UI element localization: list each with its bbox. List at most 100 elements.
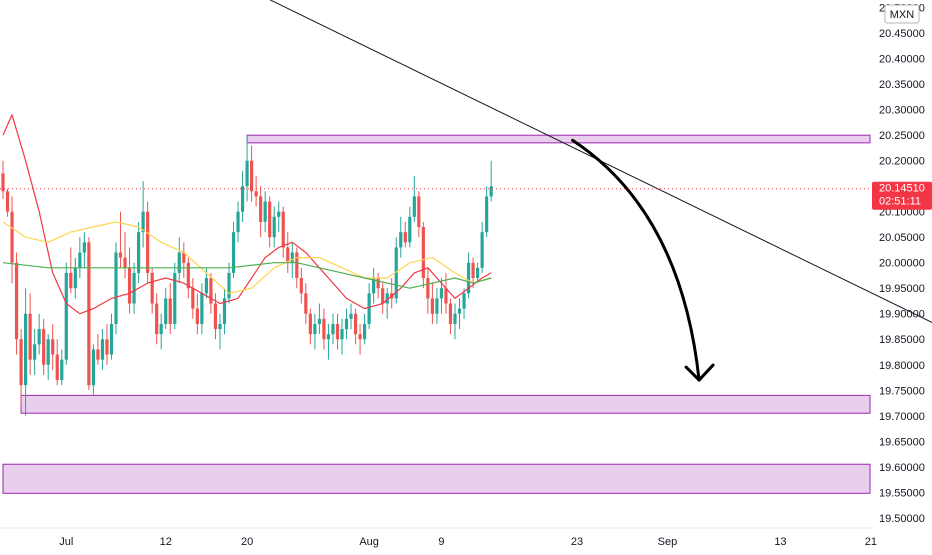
candle <box>340 318 344 355</box>
candle-body <box>82 242 86 253</box>
zone-rectangle[interactable] <box>2 463 871 494</box>
zone-rectangle[interactable] <box>20 394 871 414</box>
candle <box>331 313 335 345</box>
price-tick-label: 19.70000 <box>879 411 925 423</box>
candle <box>127 247 132 314</box>
candle-body <box>290 252 294 263</box>
candle-body <box>213 303 218 330</box>
candle <box>317 303 321 335</box>
candle-body <box>358 334 362 340</box>
price-tick-label: 19.80000 <box>879 360 925 372</box>
candle <box>118 211 123 268</box>
candle-body <box>105 339 109 355</box>
candle <box>222 288 227 335</box>
candle-body <box>485 196 489 233</box>
candle <box>186 257 190 299</box>
candle-body <box>363 323 367 340</box>
candle-body <box>448 303 453 324</box>
candle-body <box>476 267 480 279</box>
candle-body <box>42 329 46 365</box>
candle <box>448 298 453 335</box>
candle <box>485 186 489 238</box>
price-tick-label: 19.95000 <box>879 283 925 295</box>
candle <box>236 201 240 243</box>
candle <box>286 232 290 273</box>
candle <box>426 267 430 314</box>
currency-badge[interactable]: MXN <box>884 4 920 24</box>
price-tick-label: 20.10000 <box>879 207 925 219</box>
candle <box>191 278 195 319</box>
candle-body <box>277 211 281 217</box>
candle <box>10 196 14 284</box>
price-tick-label: 19.75000 <box>879 385 925 397</box>
candle <box>476 262 480 284</box>
candle <box>263 191 267 233</box>
candle <box>363 313 367 345</box>
candle-body <box>453 313 457 324</box>
candle <box>82 232 86 268</box>
candle-body <box>168 298 172 324</box>
candle-body <box>299 278 303 294</box>
candle-body <box>466 262 471 294</box>
candle <box>132 262 136 314</box>
candle <box>96 334 100 365</box>
candle-body <box>394 247 398 299</box>
candle-body <box>28 313 32 360</box>
last-price-label: 20.14510 <box>879 183 925 195</box>
candle <box>489 160 493 202</box>
candle <box>344 308 349 340</box>
candle-body <box>268 201 272 238</box>
candle-body <box>191 288 195 309</box>
candle-body <box>51 339 55 355</box>
candle-body <box>286 247 290 263</box>
candle <box>453 303 457 340</box>
candle-body <box>118 252 123 258</box>
candle-body <box>33 344 37 360</box>
candle <box>141 181 145 248</box>
candle-body <box>218 323 222 330</box>
time-tick-label: 12 <box>160 536 172 548</box>
time-tick-label: Sep <box>658 536 678 548</box>
candle-body <box>353 313 358 335</box>
price-tick-label: 20.35000 <box>879 79 925 91</box>
candle <box>372 267 376 304</box>
candle <box>91 344 95 396</box>
price-tick-label: 19.90000 <box>879 309 925 321</box>
candle-body <box>222 298 227 324</box>
candle-body <box>426 278 430 299</box>
candle-body <box>272 216 276 238</box>
candle <box>146 201 150 284</box>
candle <box>37 313 41 355</box>
candle <box>137 221 141 284</box>
candle-body <box>177 252 181 273</box>
candle-body <box>417 196 421 228</box>
price-tick-label: 20.05000 <box>879 232 925 244</box>
candle-body <box>46 339 50 365</box>
candle <box>417 191 421 238</box>
trend-line[interactable] <box>166 0 932 337</box>
time-tick-label: Jul <box>59 536 73 548</box>
candle <box>408 206 412 248</box>
candle-body <box>186 262 190 289</box>
candle <box>326 323 331 360</box>
time-tick-label: Aug <box>359 536 379 548</box>
candle-body <box>399 232 403 248</box>
arrow-path[interactable] <box>571 138 701 382</box>
candle-body <box>209 278 213 304</box>
candle <box>64 262 68 365</box>
candle-body <box>340 329 344 340</box>
candle <box>24 288 28 416</box>
candle-body <box>109 323 114 355</box>
candle <box>218 313 222 350</box>
candle-body <box>471 262 475 279</box>
time-tick-label: 9 <box>438 536 444 548</box>
time-tick-label: 23 <box>571 536 583 548</box>
candle <box>381 283 385 314</box>
candle <box>73 257 77 299</box>
candle <box>109 313 114 360</box>
candle-body <box>19 339 23 386</box>
zone-rectangle[interactable] <box>246 134 871 144</box>
candle-body <box>60 359 64 381</box>
